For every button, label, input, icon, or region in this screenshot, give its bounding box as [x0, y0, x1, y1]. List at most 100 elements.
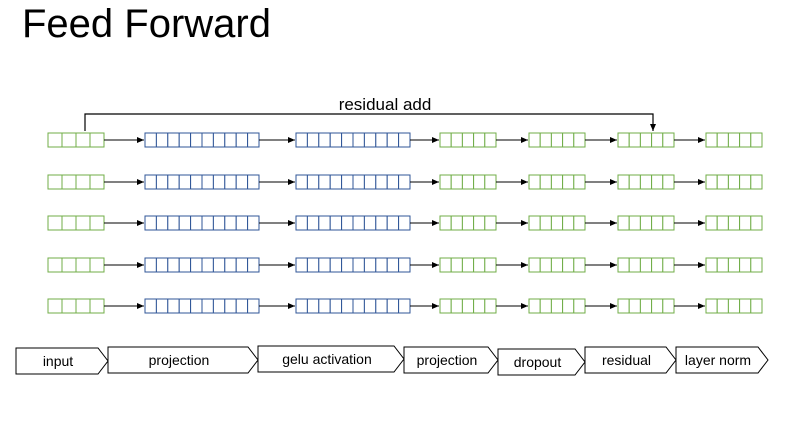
- green-vector-block: [439, 257, 497, 273]
- vector-cell: [398, 132, 411, 148]
- vector-cell: [178, 132, 192, 148]
- vector-cell: [639, 257, 653, 273]
- vector-cell: [439, 174, 452, 190]
- vector-cell: [750, 215, 763, 231]
- vector-cell: [61, 174, 77, 190]
- vector-cell: [47, 257, 63, 273]
- vector-cell: [247, 298, 260, 314]
- vector-cell: [89, 298, 105, 314]
- vector-cell: [295, 132, 308, 148]
- vector-cell: [628, 257, 641, 273]
- vector-cell: [716, 257, 729, 273]
- vector-cell: [75, 215, 91, 231]
- residual-connection: residual add: [84, 95, 656, 131]
- green-vector-block: [439, 132, 497, 148]
- vector-cell: [398, 298, 411, 314]
- vector-cell: [750, 298, 763, 314]
- vector-cell: [386, 215, 400, 231]
- vector-cell: [484, 215, 497, 231]
- vector-cell: [178, 257, 192, 273]
- vector-cell: [201, 132, 214, 148]
- vector-cell: [201, 257, 214, 273]
- vector-cell: [539, 298, 552, 314]
- vector-cell: [651, 257, 664, 273]
- vector-cell: [484, 298, 497, 314]
- tensor-row: [47, 132, 763, 148]
- vector-cell: [167, 132, 180, 148]
- green-vector-block: [705, 215, 763, 231]
- vector-cell: [318, 298, 331, 314]
- vector-cell: [352, 132, 365, 148]
- vector-cell: [235, 257, 249, 273]
- vector-cell: [727, 132, 741, 148]
- green-vector-block: [705, 298, 763, 314]
- vector-cell: [550, 174, 564, 190]
- green-vector-block: [528, 298, 586, 314]
- stage-dropout: dropout: [497, 348, 586, 376]
- vector-cell: [190, 257, 203, 273]
- vector-cell: [473, 132, 486, 148]
- vector-cell: [306, 132, 320, 148]
- vector-cell: [573, 174, 586, 190]
- vector-cell: [89, 174, 105, 190]
- vector-cell: [562, 132, 575, 148]
- vector-cell: [705, 257, 718, 273]
- vector-cell: [705, 174, 718, 190]
- vector-cell: [61, 215, 77, 231]
- vector-cell: [341, 298, 354, 314]
- vector-cell: [705, 215, 718, 231]
- vector-cell: [318, 215, 331, 231]
- vector-cell: [352, 215, 365, 231]
- vector-cell: [528, 298, 541, 314]
- blue-vector-block: [295, 257, 411, 273]
- vector-cell: [727, 174, 741, 190]
- vector-cell: [341, 215, 354, 231]
- vector-cell: [705, 132, 718, 148]
- vector-cell: [295, 298, 308, 314]
- vector-cell: [167, 174, 180, 190]
- blue-vector-block: [144, 132, 260, 148]
- vector-cell: [318, 174, 331, 190]
- vector-cell: [155, 298, 169, 314]
- vector-cell: [224, 298, 237, 314]
- vector-cell: [75, 257, 91, 273]
- vector-cell: [61, 132, 77, 148]
- blue-vector-block: [144, 257, 260, 273]
- tensor-row: [47, 215, 763, 231]
- vector-cell: [651, 174, 664, 190]
- vector-cell: [247, 132, 260, 148]
- vector-cell: [375, 215, 388, 231]
- vector-cell: [89, 257, 105, 273]
- vector-cell: [562, 215, 575, 231]
- vector-cell: [739, 257, 752, 273]
- vector-cell: [562, 298, 575, 314]
- stage-chevron: [257, 345, 405, 373]
- vector-cell: [716, 132, 729, 148]
- vector-cell: [528, 132, 541, 148]
- green-vector-block: [617, 257, 675, 273]
- vector-cell: [329, 132, 343, 148]
- vector-cell: [318, 257, 331, 273]
- vector-cell: [739, 298, 752, 314]
- tensor-row: [47, 298, 763, 314]
- vector-cell: [144, 257, 157, 273]
- stage-chevron: [15, 347, 109, 375]
- vector-cell: [562, 174, 575, 190]
- vector-cell: [144, 132, 157, 148]
- blue-vector-block: [295, 215, 411, 231]
- green-vector-block: [617, 298, 675, 314]
- vector-cell: [617, 174, 630, 190]
- vector-cell: [201, 215, 214, 231]
- vector-cell: [439, 257, 452, 273]
- blue-vector-block: [144, 215, 260, 231]
- vector-cell: [144, 174, 157, 190]
- vector-cell: [450, 132, 463, 148]
- vector-cell: [155, 257, 169, 273]
- vector-cell: [144, 215, 157, 231]
- vector-cell: [639, 215, 653, 231]
- vector-cell: [484, 174, 497, 190]
- vector-cell: [727, 257, 741, 273]
- vector-cell: [247, 257, 260, 273]
- vector-cell: [167, 298, 180, 314]
- vector-cell: [573, 298, 586, 314]
